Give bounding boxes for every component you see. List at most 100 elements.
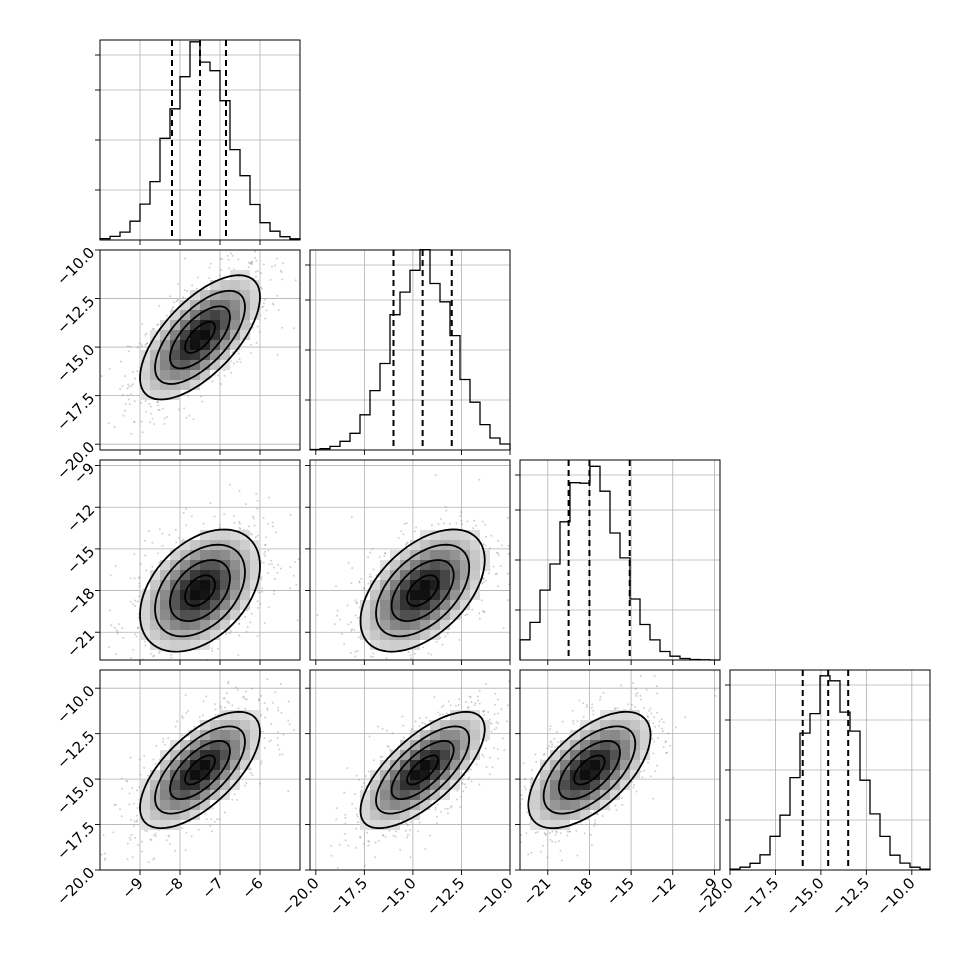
density-cell xyxy=(200,360,210,370)
density-cell xyxy=(210,340,220,350)
scatter-point xyxy=(162,737,165,740)
scatter-point xyxy=(163,417,166,420)
scatter-point xyxy=(109,574,112,577)
scatter-point xyxy=(256,534,259,537)
scatter-point xyxy=(136,370,139,372)
scatter-point xyxy=(338,618,341,621)
density-cell xyxy=(200,350,210,360)
scatter-point xyxy=(358,778,360,781)
scatter-point xyxy=(242,695,245,698)
scatter-point xyxy=(234,686,237,689)
scatter-point xyxy=(264,544,267,547)
scatter-point xyxy=(253,277,256,280)
scatter-point xyxy=(232,268,235,271)
scatter-point xyxy=(281,326,284,329)
scatter-point xyxy=(367,770,370,773)
scatter-point xyxy=(268,496,271,499)
density-cell xyxy=(160,380,170,390)
density-cell xyxy=(370,630,380,640)
scatter-point xyxy=(167,835,170,838)
scatter-point xyxy=(507,599,510,602)
scatter-point xyxy=(260,713,263,716)
scatter-point xyxy=(378,556,381,559)
density-cell xyxy=(370,610,380,620)
scatter-point xyxy=(461,781,464,784)
density-cell xyxy=(240,550,250,560)
scatter-point xyxy=(129,577,132,580)
scatter-point xyxy=(497,539,500,542)
scatter-point xyxy=(343,791,346,794)
scatter-point xyxy=(185,712,188,714)
density-cell xyxy=(200,610,210,620)
scatter-point xyxy=(354,614,357,617)
scatter-point xyxy=(250,772,252,774)
scatter-point xyxy=(174,528,177,531)
scatter-point xyxy=(201,400,204,403)
scatter-point xyxy=(492,747,495,749)
scatter-point xyxy=(133,421,136,424)
scatter-point xyxy=(462,777,465,780)
density-cell xyxy=(380,610,390,620)
density-cell xyxy=(160,580,170,590)
density-cell xyxy=(210,360,220,370)
scatter-point xyxy=(273,578,276,581)
scatter-point xyxy=(249,768,252,771)
density-cell xyxy=(170,350,180,360)
density-cell xyxy=(230,550,240,560)
scatter-point xyxy=(141,323,144,326)
density-cell xyxy=(210,600,220,610)
scatter-point xyxy=(156,401,159,403)
scatter-point xyxy=(132,603,135,606)
scatter-point xyxy=(490,534,493,537)
scatter-point xyxy=(502,737,504,740)
scatter-point xyxy=(276,736,279,739)
scatter-point xyxy=(466,520,469,523)
scatter-point xyxy=(372,652,375,655)
scatter-point xyxy=(229,630,232,633)
scatter-point xyxy=(153,834,156,837)
scatter-point xyxy=(153,423,156,425)
scatter-point xyxy=(434,808,437,811)
scatter-point xyxy=(144,539,146,542)
density-cell xyxy=(160,330,170,340)
scatter-point xyxy=(478,689,481,692)
scatter-point xyxy=(260,272,262,275)
scatter-point xyxy=(386,729,389,732)
scatter-point xyxy=(217,647,220,650)
scatter-point xyxy=(407,833,409,836)
density-cell xyxy=(220,530,230,540)
scatter-point xyxy=(121,777,123,780)
density-cell xyxy=(470,560,480,570)
scatter-point xyxy=(344,839,347,842)
scatter-point xyxy=(454,704,457,707)
density-cell xyxy=(140,800,150,810)
density-cell xyxy=(200,590,210,600)
scatter-point xyxy=(458,698,461,701)
density-cell xyxy=(420,590,430,600)
scatter-point xyxy=(267,606,270,609)
scatter-point xyxy=(410,820,412,823)
scatter-point xyxy=(279,567,282,570)
density-cell xyxy=(170,800,180,810)
scatter-point xyxy=(264,555,267,557)
density-cell xyxy=(160,610,170,620)
scatter-point xyxy=(120,815,123,818)
scatter-point xyxy=(369,573,372,576)
scatter-point xyxy=(330,854,333,857)
scatter-point xyxy=(414,720,417,723)
density-cell xyxy=(210,530,220,540)
scatter-point xyxy=(211,830,214,833)
scatter-point xyxy=(381,755,384,758)
scatter-point xyxy=(220,383,222,385)
scatter-point xyxy=(128,803,131,806)
panel-3-1 xyxy=(330,680,510,869)
density-cell xyxy=(210,310,220,320)
scatter-point xyxy=(273,593,275,595)
scatter-point xyxy=(287,700,290,703)
scatter-point xyxy=(252,517,255,520)
scatter-point xyxy=(263,702,266,704)
density-cell xyxy=(180,540,190,550)
scatter-point xyxy=(128,385,131,388)
scatter-point xyxy=(150,839,153,842)
scatter-point xyxy=(226,254,229,257)
